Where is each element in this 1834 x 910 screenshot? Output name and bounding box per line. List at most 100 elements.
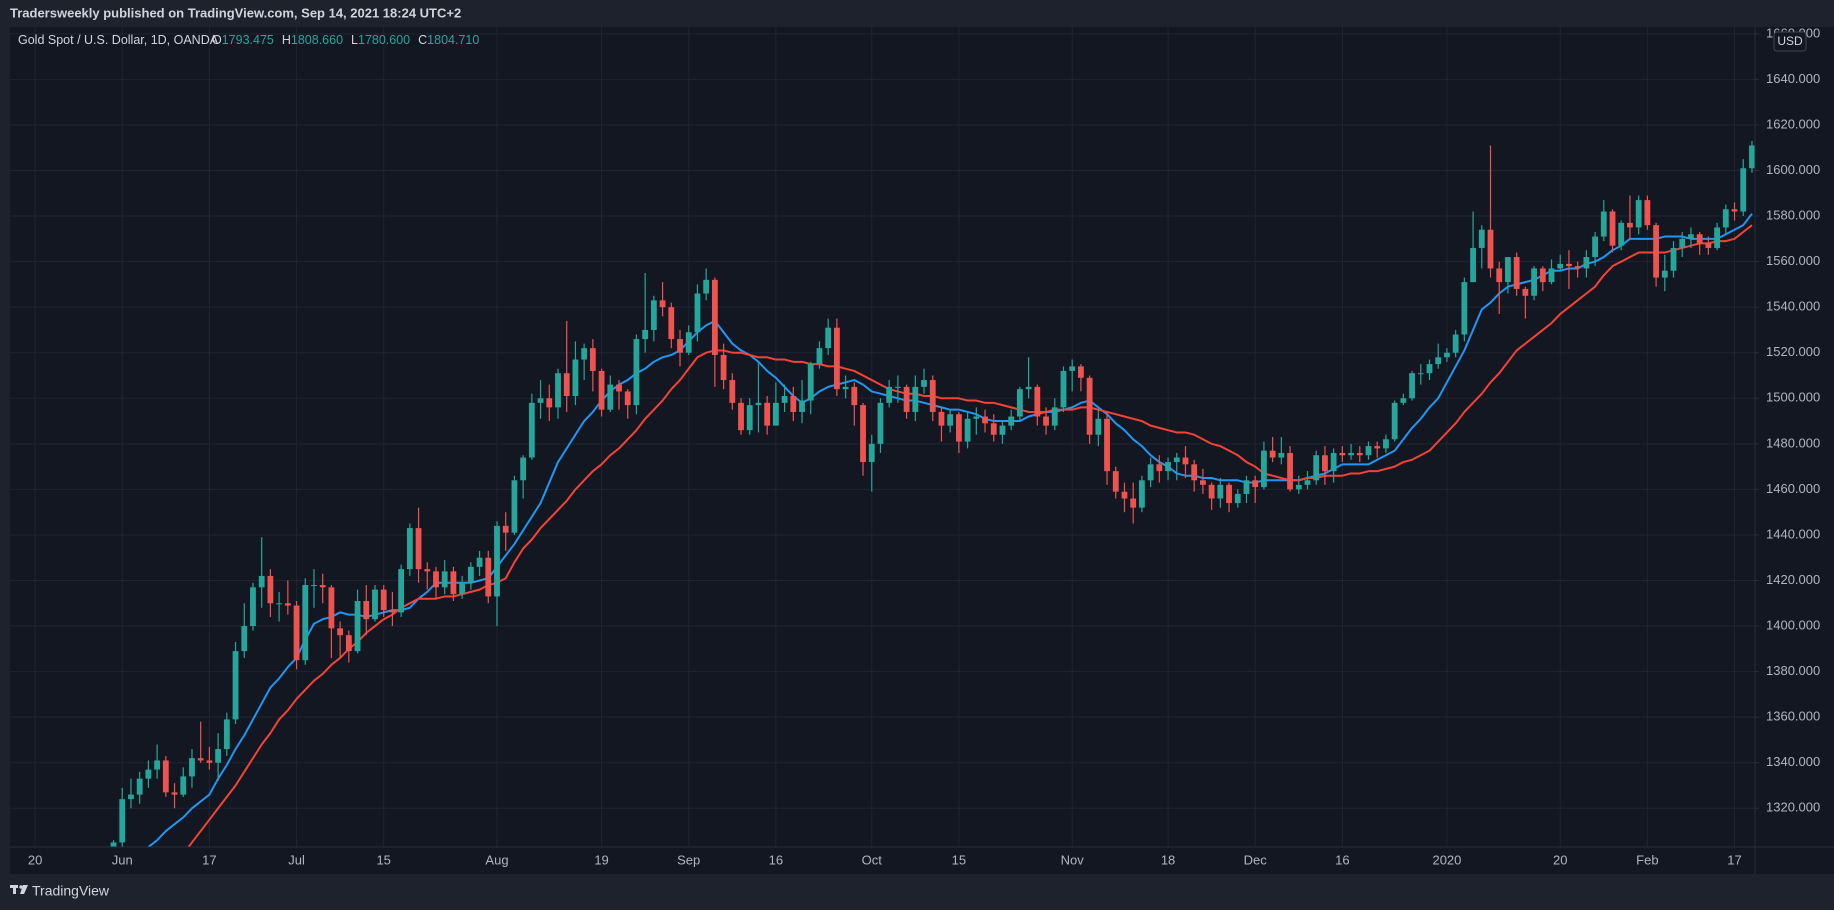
x-tick-label: Jul: [288, 852, 305, 867]
candle-body: [154, 760, 161, 770]
candle-body: [1400, 398, 1407, 403]
candle-body: [319, 585, 326, 588]
candle-body: [860, 405, 866, 463]
currency-badge: [1773, 31, 1807, 52]
candle-body: [485, 557, 492, 597]
candle-body: [825, 327, 832, 349]
candle-body: [145, 769, 152, 779]
candle-body: [1086, 377, 1093, 435]
candle-body: [1548, 268, 1555, 283]
candle-body: [833, 327, 840, 390]
candle-body: [877, 402, 884, 444]
plot: [110, 140, 1755, 847]
candle-body: [1592, 236, 1598, 258]
candle-body: [354, 601, 361, 652]
candle-body: [903, 386, 910, 412]
candle-body: [1574, 266, 1581, 269]
candle-body: [406, 528, 413, 570]
x-tick-label: Jun: [112, 852, 133, 867]
candle-body: [1008, 416, 1015, 426]
candle-body: [1705, 243, 1712, 248]
grid: [10, 27, 1755, 847]
candle-body: [1714, 227, 1720, 248]
x-tick-label: Nov: [1061, 852, 1085, 867]
candle-body: [1121, 491, 1128, 499]
candle-body: [1147, 464, 1154, 481]
y-tick-label: 1360.000: [1766, 709, 1820, 724]
candle-body: [232, 651, 239, 720]
candle-body: [1139, 480, 1145, 508]
candle-body: [1644, 200, 1651, 226]
candle-body: [511, 480, 518, 533]
candle-body: [1496, 268, 1503, 283]
candle-body: [1365, 446, 1372, 456]
x-tick-label: Aug: [485, 852, 508, 867]
x-tick-label: 18: [1161, 852, 1175, 867]
candle-body: [1313, 455, 1320, 481]
candle-body: [694, 293, 701, 333]
candle-body: [1191, 464, 1198, 481]
y-tick-label: 1460.000: [1766, 481, 1820, 496]
candle-body: [1261, 450, 1267, 488]
candle-body: [1444, 352, 1450, 358]
x-tick-label: Oct: [862, 852, 883, 867]
candle-body: [668, 307, 675, 340]
candle-body: [790, 396, 797, 412]
candle-body: [955, 414, 962, 442]
candle-body: [1173, 457, 1180, 463]
ohlc-value: 1808.660: [291, 33, 343, 47]
candle-body: [633, 339, 640, 406]
candle-body: [598, 370, 605, 410]
candle-body: [1200, 480, 1206, 485]
ohlc-value: 1804.710: [427, 33, 479, 47]
candle-body: [1618, 222, 1625, 246]
candle-body: [1182, 457, 1189, 465]
candle-body: [1722, 209, 1729, 228]
candle-body: [1609, 211, 1616, 246]
candle-body: [293, 605, 300, 661]
candle-body: [1130, 498, 1137, 508]
candle-body: [711, 279, 718, 355]
x-tick-label: 20: [28, 852, 42, 867]
candle-body: [467, 566, 474, 583]
candle-body: [921, 380, 927, 387]
x-tick-label: 17: [202, 852, 216, 867]
ohlc-value: 1793.475: [222, 33, 274, 47]
candle-body: [1513, 257, 1520, 289]
candle-body: [1156, 464, 1163, 472]
footer-brand: TradingView: [32, 883, 110, 899]
candle-body: [659, 300, 666, 308]
candle-body: [197, 758, 204, 761]
candle-body: [215, 749, 222, 763]
x-tick-label: 19: [594, 852, 608, 867]
candle-body: [284, 603, 291, 606]
candle-body: [999, 425, 1006, 435]
candle-body: [537, 398, 544, 403]
candle-body: [650, 300, 657, 330]
candle-body: [267, 575, 274, 604]
candle-body: [563, 373, 570, 396]
candle-body: [433, 571, 439, 588]
candle-body: [868, 443, 875, 463]
candle-body: [1374, 446, 1381, 449]
candle-body: [171, 792, 178, 795]
candle-body: [912, 386, 919, 412]
candle-body: [964, 418, 971, 442]
candle-body: [1531, 268, 1537, 296]
candle-body: [1069, 366, 1076, 371]
candle-body: [1661, 270, 1668, 278]
candle-body: [1557, 263, 1564, 269]
ohlc-key: H: [282, 33, 291, 47]
candle-body: [1034, 386, 1041, 417]
candle-body: [528, 402, 535, 458]
candle-body: [1383, 439, 1389, 449]
candle-body: [929, 380, 936, 412]
symbol: Gold Spot / U.S. Dollar, 1D, OANDA: [18, 33, 219, 47]
currency-label: USD: [1777, 34, 1803, 48]
candle-body: [520, 457, 527, 481]
candle-body: [555, 373, 561, 408]
symbol-legend: Gold Spot / U.S. Dollar, 1D, OANDA: [18, 33, 219, 47]
candle-body: [128, 794, 134, 800]
candle-body: [720, 355, 727, 381]
candle-body: [738, 402, 744, 431]
